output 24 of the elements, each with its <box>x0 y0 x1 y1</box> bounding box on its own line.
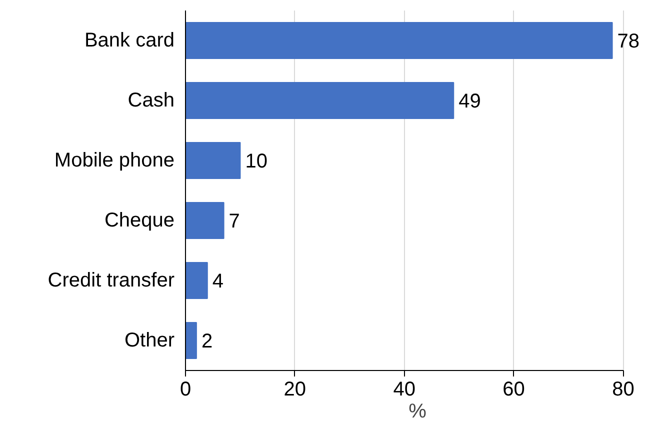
x-tick-label: 60 <box>502 378 525 400</box>
data-label: 7 <box>228 210 240 232</box>
data-label: 2 <box>201 330 213 352</box>
data-label: 10 <box>245 150 268 172</box>
y-tick-label: Credit transfer <box>48 270 175 292</box>
x-tick-label: 80 <box>612 378 634 400</box>
x-axis-title: % <box>408 400 427 422</box>
y-tick-label: Mobile phone <box>54 150 175 172</box>
data-label: 49 <box>458 90 481 112</box>
x-tick-label: 40 <box>393 378 416 400</box>
y-tick-label: Bank card <box>84 30 175 52</box>
bar <box>186 142 241 179</box>
bar <box>186 82 454 119</box>
x-tick-label: 0 <box>180 378 192 400</box>
data-label: 4 <box>212 270 224 292</box>
y-tick-label: Other <box>124 330 175 352</box>
y-tick-label: Cheque <box>104 210 175 232</box>
bar <box>186 22 613 59</box>
bar <box>186 262 208 299</box>
x-tick-label: 20 <box>284 378 306 400</box>
bar <box>186 202 224 239</box>
bar <box>186 322 197 359</box>
data-label: 78 <box>617 30 640 52</box>
y-tick-label: Cash <box>128 90 175 112</box>
